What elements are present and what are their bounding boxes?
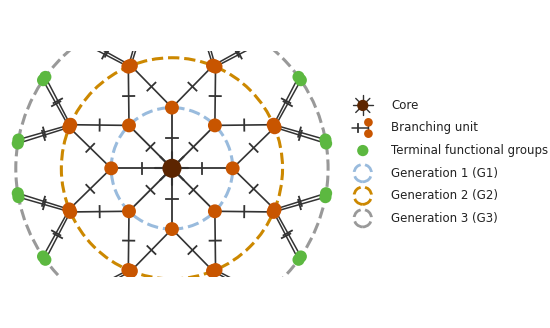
Text: Core: Core: [391, 99, 419, 112]
Circle shape: [165, 101, 179, 114]
Circle shape: [122, 60, 135, 74]
Circle shape: [208, 60, 223, 74]
Text: Terminal functional groups: Terminal functional groups: [391, 144, 548, 157]
Circle shape: [364, 118, 373, 127]
Circle shape: [320, 133, 332, 146]
Circle shape: [124, 59, 138, 72]
Circle shape: [141, 317, 153, 328]
Circle shape: [268, 120, 282, 134]
Circle shape: [162, 159, 182, 178]
Circle shape: [39, 71, 51, 83]
Circle shape: [226, 161, 240, 175]
Circle shape: [122, 263, 135, 277]
Circle shape: [122, 204, 136, 218]
Circle shape: [267, 118, 280, 132]
Circle shape: [320, 137, 332, 150]
Circle shape: [62, 202, 76, 216]
Circle shape: [295, 74, 307, 86]
Circle shape: [191, 317, 203, 328]
Circle shape: [104, 161, 118, 175]
Circle shape: [293, 254, 305, 266]
Circle shape: [12, 137, 24, 150]
Circle shape: [320, 191, 332, 203]
Circle shape: [195, 9, 207, 21]
Circle shape: [357, 100, 368, 111]
Circle shape: [254, 291, 266, 303]
Circle shape: [257, 289, 270, 301]
Circle shape: [63, 118, 77, 132]
Circle shape: [254, 33, 266, 46]
Circle shape: [208, 118, 222, 132]
Circle shape: [295, 251, 307, 263]
Circle shape: [320, 187, 332, 199]
Circle shape: [165, 222, 179, 236]
Circle shape: [364, 129, 373, 138]
Circle shape: [63, 205, 77, 219]
Circle shape: [62, 120, 76, 134]
Circle shape: [293, 71, 305, 83]
Circle shape: [137, 9, 149, 21]
Circle shape: [206, 59, 220, 72]
Circle shape: [206, 264, 220, 278]
Circle shape: [257, 36, 270, 48]
Circle shape: [267, 205, 280, 219]
Circle shape: [13, 133, 25, 146]
Circle shape: [122, 118, 136, 132]
Circle shape: [78, 291, 90, 303]
Circle shape: [37, 74, 49, 86]
Circle shape: [357, 145, 368, 156]
Text: Branching unit: Branching unit: [391, 121, 478, 134]
Circle shape: [141, 8, 153, 20]
Circle shape: [208, 204, 222, 218]
Text: Generation 1 (G1): Generation 1 (G1): [391, 167, 498, 180]
Circle shape: [13, 191, 25, 203]
Circle shape: [268, 202, 282, 216]
Circle shape: [74, 36, 86, 48]
Circle shape: [195, 316, 207, 328]
Circle shape: [37, 251, 49, 263]
Text: Generation 3 (G3): Generation 3 (G3): [391, 212, 498, 225]
Circle shape: [12, 187, 24, 199]
Circle shape: [74, 289, 86, 301]
Circle shape: [78, 33, 90, 46]
Text: Generation 2 (G2): Generation 2 (G2): [391, 189, 498, 202]
Circle shape: [39, 254, 51, 266]
Circle shape: [124, 264, 138, 278]
Circle shape: [191, 8, 203, 20]
Circle shape: [208, 263, 223, 277]
Circle shape: [137, 316, 149, 328]
